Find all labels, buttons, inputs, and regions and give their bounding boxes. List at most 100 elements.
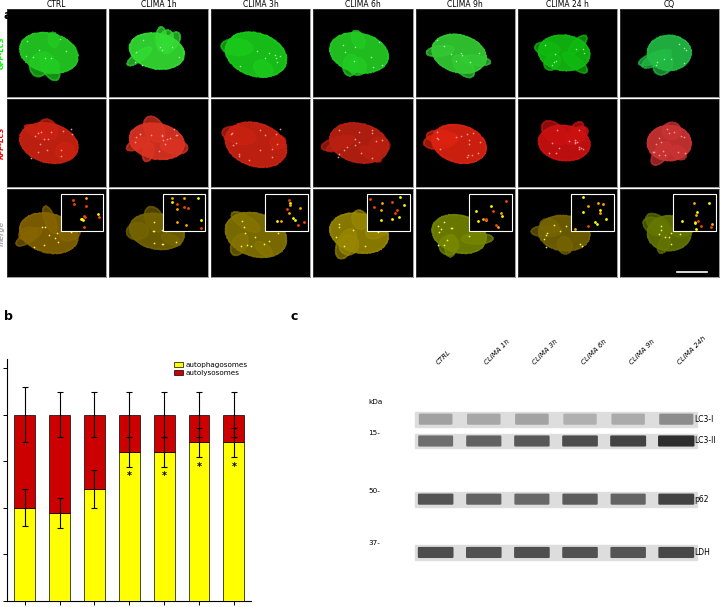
Polygon shape bbox=[129, 33, 184, 69]
Point bbox=[690, 210, 702, 220]
Point bbox=[293, 220, 304, 230]
Point bbox=[706, 219, 718, 229]
FancyBboxPatch shape bbox=[658, 547, 694, 558]
Point bbox=[171, 217, 183, 227]
Polygon shape bbox=[126, 137, 150, 151]
Text: kDa: kDa bbox=[368, 399, 383, 405]
Point bbox=[366, 129, 378, 138]
Point bbox=[595, 209, 606, 219]
Polygon shape bbox=[569, 126, 586, 143]
Point bbox=[60, 46, 72, 55]
Point bbox=[245, 242, 257, 251]
Point bbox=[337, 40, 348, 50]
Point bbox=[235, 241, 247, 251]
Polygon shape bbox=[461, 55, 491, 66]
Point bbox=[446, 223, 458, 233]
FancyBboxPatch shape bbox=[418, 547, 454, 558]
Point bbox=[254, 146, 266, 155]
Y-axis label: GFP-LC3: GFP-LC3 bbox=[0, 36, 4, 69]
Point bbox=[81, 194, 92, 203]
Point bbox=[49, 233, 61, 243]
Polygon shape bbox=[43, 206, 57, 234]
Point bbox=[692, 215, 703, 225]
Point bbox=[54, 35, 65, 44]
Point bbox=[283, 195, 295, 205]
Polygon shape bbox=[360, 146, 382, 162]
Point bbox=[131, 47, 142, 56]
Point bbox=[367, 216, 378, 226]
Point bbox=[577, 192, 589, 202]
Point bbox=[55, 145, 67, 155]
Point bbox=[666, 239, 677, 249]
Polygon shape bbox=[423, 133, 457, 149]
Point bbox=[44, 229, 55, 239]
Polygon shape bbox=[156, 27, 167, 52]
Point bbox=[569, 223, 581, 233]
Point bbox=[466, 150, 478, 160]
Point bbox=[166, 42, 177, 52]
Text: LC3-I: LC3-I bbox=[694, 415, 714, 424]
Point bbox=[372, 228, 384, 237]
Polygon shape bbox=[544, 54, 560, 70]
Bar bbox=[15, 415, 35, 507]
Point bbox=[266, 144, 277, 154]
Point bbox=[170, 237, 182, 246]
Point bbox=[227, 128, 238, 138]
Point bbox=[568, 135, 580, 145]
Point bbox=[550, 148, 562, 157]
FancyBboxPatch shape bbox=[610, 435, 646, 447]
Point bbox=[672, 148, 683, 157]
Point bbox=[180, 220, 192, 229]
Point bbox=[243, 155, 255, 164]
FancyBboxPatch shape bbox=[466, 493, 502, 504]
Point bbox=[36, 222, 47, 232]
Point bbox=[691, 208, 703, 217]
Point bbox=[32, 128, 44, 138]
Polygon shape bbox=[653, 53, 673, 75]
Point bbox=[338, 145, 350, 155]
Point bbox=[548, 58, 560, 67]
Point bbox=[341, 141, 353, 151]
Polygon shape bbox=[59, 226, 81, 241]
FancyBboxPatch shape bbox=[466, 435, 502, 447]
Point bbox=[485, 201, 497, 211]
Title: CLIMA 1h: CLIMA 1h bbox=[141, 0, 176, 9]
Point bbox=[78, 211, 90, 221]
Point bbox=[45, 127, 57, 137]
FancyBboxPatch shape bbox=[611, 413, 645, 425]
Bar bbox=[49, 514, 70, 601]
Polygon shape bbox=[645, 214, 671, 236]
Point bbox=[359, 241, 371, 251]
Point bbox=[365, 52, 377, 62]
Point bbox=[375, 205, 387, 215]
FancyBboxPatch shape bbox=[562, 435, 598, 447]
Bar bbox=[367, 194, 409, 231]
Point bbox=[271, 53, 282, 63]
Point bbox=[272, 228, 284, 237]
Bar bbox=[265, 194, 308, 231]
Polygon shape bbox=[351, 30, 365, 49]
Point bbox=[539, 242, 551, 252]
Polygon shape bbox=[144, 206, 165, 232]
Polygon shape bbox=[647, 35, 692, 70]
Point bbox=[338, 242, 350, 251]
Polygon shape bbox=[568, 35, 587, 55]
Point bbox=[171, 204, 183, 214]
Polygon shape bbox=[161, 234, 182, 246]
Point bbox=[274, 124, 286, 134]
Point bbox=[294, 203, 306, 212]
Point bbox=[439, 217, 450, 227]
Polygon shape bbox=[162, 32, 181, 53]
Point bbox=[333, 152, 344, 161]
Point bbox=[554, 226, 566, 236]
Point bbox=[281, 204, 293, 214]
Point bbox=[663, 232, 674, 242]
Point bbox=[465, 58, 476, 67]
Point bbox=[473, 49, 485, 58]
FancyBboxPatch shape bbox=[419, 413, 452, 425]
Polygon shape bbox=[439, 235, 459, 255]
Point bbox=[463, 139, 475, 149]
FancyBboxPatch shape bbox=[418, 493, 454, 504]
Polygon shape bbox=[671, 145, 686, 160]
Point bbox=[65, 228, 77, 237]
